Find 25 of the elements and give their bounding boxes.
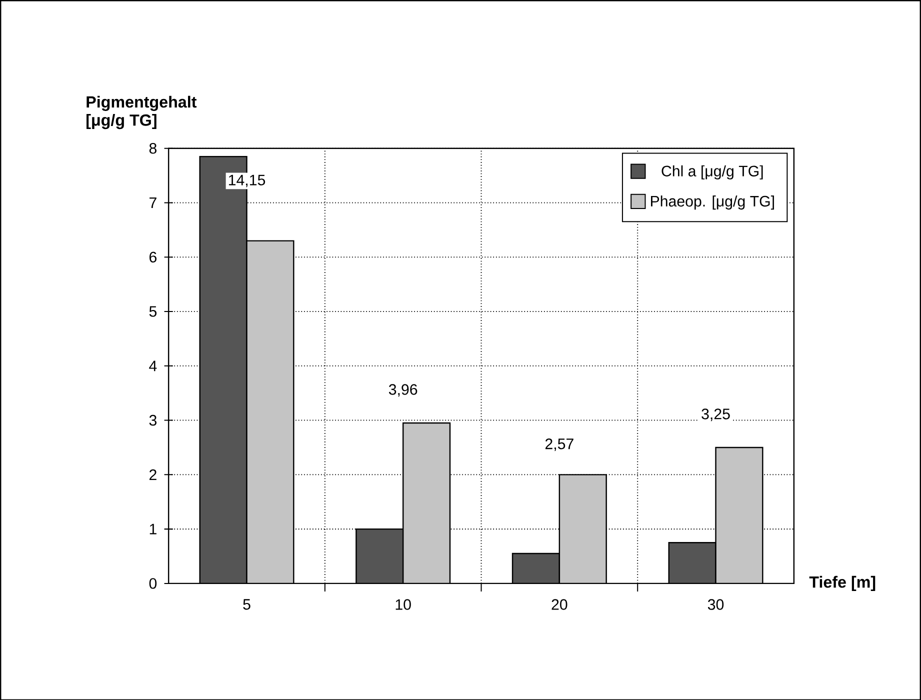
x-tick-label: 10 — [396, 598, 411, 610]
x-tick-label: 30 — [708, 598, 724, 610]
y-tick-label: 8 — [149, 142, 156, 154]
y-tick-label: 2 — [150, 469, 156, 480]
y-tick-label: 1 — [150, 524, 156, 534]
y-axis-title: Pigmentgehalt [μg/g TG] — [86, 96, 197, 129]
y-tick-label: 5 — [149, 306, 157, 317]
bar — [715, 446, 764, 584]
annotation: 2,57 — [545, 438, 574, 451]
x-axis-title: Tiefe [m] — [809, 576, 876, 591]
annotation: 3,25 — [702, 408, 730, 421]
y-tick-label: 3 — [149, 414, 156, 426]
bar — [558, 474, 607, 584]
legend-label: Chl a [μg/g TG] — [662, 165, 763, 180]
annotation: 3,96 — [388, 384, 418, 396]
x-tick-label: 5 — [243, 598, 250, 610]
y-tick-label: 7 — [150, 197, 156, 208]
bar — [402, 422, 451, 584]
y-tick-label: 6 — [150, 252, 156, 262]
y-tick-label: 0 — [149, 578, 157, 589]
y-tick-label: 4 — [149, 360, 157, 371]
x-tick-label: 20 — [552, 598, 568, 610]
legend-label: Phaeop. [μg/g TG] — [651, 195, 774, 210]
bar — [246, 240, 294, 584]
annotation: 14,15 — [228, 174, 266, 187]
